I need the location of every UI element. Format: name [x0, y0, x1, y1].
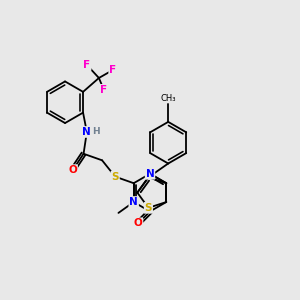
- Text: S: S: [145, 203, 152, 213]
- Text: N: N: [129, 197, 138, 207]
- Text: N: N: [82, 127, 91, 137]
- Text: CH₃: CH₃: [160, 94, 176, 103]
- Text: F: F: [100, 85, 107, 95]
- Text: H: H: [92, 128, 100, 136]
- Text: O: O: [68, 165, 77, 175]
- Text: O: O: [134, 218, 142, 228]
- Text: F: F: [83, 60, 91, 70]
- Text: S: S: [111, 172, 119, 182]
- Text: N: N: [146, 169, 154, 179]
- Text: F: F: [109, 65, 116, 75]
